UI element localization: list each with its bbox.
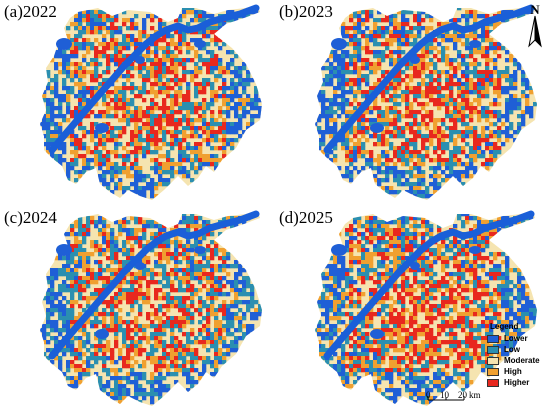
choropleth-map xyxy=(40,210,262,406)
map-cells xyxy=(40,6,262,199)
lake xyxy=(469,40,481,48)
river xyxy=(48,210,260,360)
map-cells xyxy=(315,212,537,405)
river xyxy=(323,210,535,360)
legend-label: Low xyxy=(504,345,520,354)
lake xyxy=(469,246,481,254)
lake xyxy=(56,244,72,256)
legend-swatch xyxy=(487,357,499,365)
legend-label: Lower xyxy=(504,334,528,343)
choropleth-map xyxy=(315,210,537,406)
lake xyxy=(370,123,384,133)
scale-bar-icon xyxy=(427,396,465,401)
lake xyxy=(194,246,206,254)
legend-item-moderate: Moderate xyxy=(487,356,550,366)
lake xyxy=(331,244,347,256)
choropleth-map xyxy=(315,4,537,200)
north-label: N xyxy=(530,2,540,17)
map-cells xyxy=(40,212,262,405)
scale-unit: km xyxy=(469,390,481,400)
map-panel-2024: (c)2024 xyxy=(0,206,275,412)
river xyxy=(323,4,535,154)
river xyxy=(48,4,260,154)
lake xyxy=(56,38,72,50)
lake xyxy=(370,329,384,339)
lake xyxy=(135,56,145,64)
choropleth-map xyxy=(40,4,262,200)
legend-swatch xyxy=(487,379,499,387)
legend-item-low: Low xyxy=(487,345,550,355)
map-panel-2023: (b)2023 xyxy=(275,0,550,206)
legend-item-higher: Higher xyxy=(487,378,550,388)
legend-label: High xyxy=(504,367,522,376)
legend-swatch xyxy=(487,335,499,343)
legend-label: Higher xyxy=(504,378,530,387)
lake xyxy=(410,56,420,64)
legend-swatch xyxy=(487,368,499,376)
lake xyxy=(410,262,420,270)
lake xyxy=(135,262,145,270)
legend-label: Moderate xyxy=(504,356,540,365)
map-panel-2025: (d)2025 xyxy=(275,206,550,412)
scale-bar: 0 10 20 km xyxy=(424,390,484,410)
lake xyxy=(331,38,347,50)
legend-swatch xyxy=(487,346,499,354)
scale-label-10: 10 xyxy=(440,390,449,400)
north-arrow: N xyxy=(521,2,549,48)
lake xyxy=(194,40,206,48)
legend-item-high: High xyxy=(487,367,550,377)
scale-label-0: 0 xyxy=(426,390,431,400)
panel-title: (c)2024 xyxy=(4,208,57,227)
legend: Legend Lower Low Moderate High Higher xyxy=(484,322,550,387)
panel-title: (d)2025 xyxy=(279,208,333,227)
panel-title: (b)2023 xyxy=(279,2,333,21)
legend-item-lower: Lower xyxy=(487,334,550,344)
lake xyxy=(95,123,109,133)
legend-title: Legend xyxy=(490,322,519,331)
lake xyxy=(95,329,109,339)
scale-label-20: 20 xyxy=(458,390,467,400)
north-arrow-icon xyxy=(528,15,542,48)
map-panel-2022: (a)2022 xyxy=(0,0,275,206)
panel-title: (a)2022 xyxy=(4,2,57,21)
